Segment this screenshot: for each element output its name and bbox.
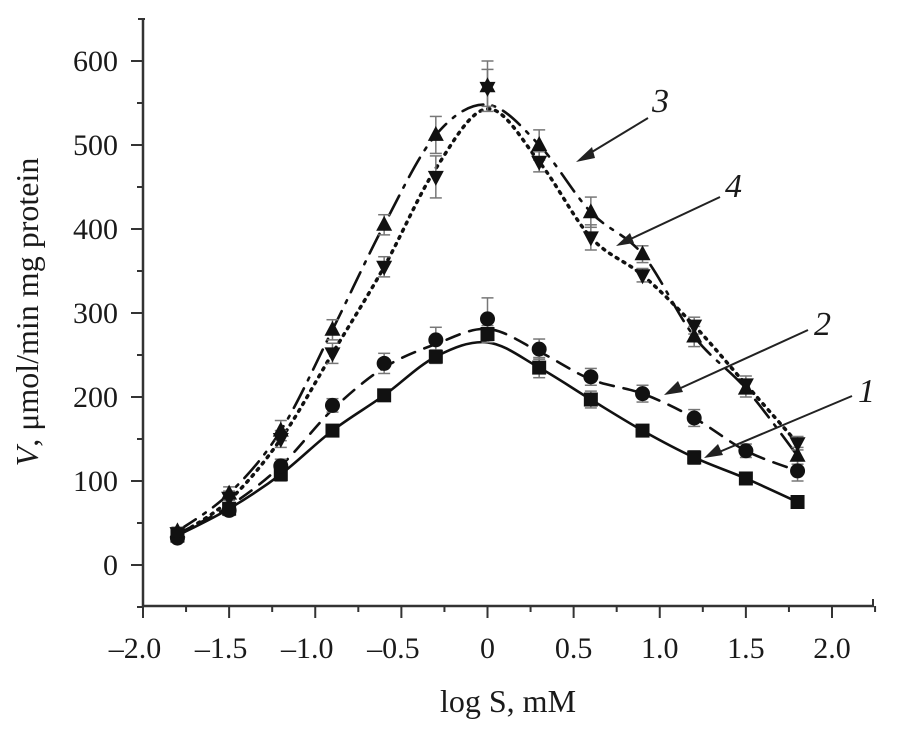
curve-label-4: 4: [725, 168, 742, 205]
marker-square: [325, 423, 340, 438]
curve-label-2: 2: [814, 306, 831, 343]
marker-triangle-up: [272, 421, 289, 437]
marker-square: [428, 349, 443, 364]
marker-triangle-up: [634, 245, 651, 261]
marker-square: [377, 388, 392, 403]
marker-circle: [635, 386, 651, 402]
axes: [138, 18, 874, 608]
marker-square: [480, 327, 495, 341]
marker-square: [738, 471, 753, 486]
marker-square: [583, 392, 598, 407]
marker-triangle-up: [324, 320, 341, 336]
error-bars: [171, 60, 804, 544]
y-axis-title: V, μmol/min mg protein: [9, 158, 45, 467]
arrow-line-4: [621, 196, 721, 244]
marker-triangle-down: [221, 491, 238, 507]
marker-circle: [428, 332, 444, 348]
marker-square: [532, 360, 547, 375]
fit-curve-2: [176, 327, 799, 536]
marker-triangle-up: [531, 136, 548, 151]
y-tick-label: 100: [73, 465, 118, 498]
marker-triangle-down: [634, 269, 651, 285]
marker-circle: [686, 410, 702, 426]
curve-annotations: 3 4 2 1: [576, 83, 875, 458]
x-tick-label: 1.0: [641, 632, 679, 665]
marker-circle: [376, 355, 392, 371]
marker-triangle-up: [686, 327, 703, 343]
marker-triangle-down: [479, 81, 496, 97]
marker-circle: [790, 463, 806, 479]
x-tick-label: 1.5: [727, 632, 765, 665]
data-markers: [169, 77, 806, 546]
marker-square: [687, 450, 702, 465]
marker-triangle-down: [324, 347, 341, 363]
marker-circle: [531, 341, 547, 357]
y-ticks: 0 100 200 300 400 500 600: [73, 45, 143, 608]
marker-triangle-up: [582, 203, 599, 219]
y-tick-label: 500: [73, 129, 118, 162]
marker-triangle-down: [737, 378, 754, 394]
arrow-line-2: [671, 329, 809, 393]
marker-triangle-up: [427, 125, 444, 141]
marker-triangle-down: [582, 231, 599, 247]
y-tick-label: 200: [73, 381, 118, 414]
curve-label-1: 1: [858, 373, 875, 410]
marker-triangle-down: [272, 433, 289, 448]
x-tick-label: –1.5: [194, 632, 248, 665]
y-tick-label: 600: [73, 45, 118, 78]
marker-square: [635, 423, 650, 438]
x-tick-label: 0: [480, 632, 495, 665]
arrow-head-2: [664, 381, 683, 395]
marker-circle: [480, 311, 495, 327]
marker-triangle-down: [427, 170, 444, 186]
marker-triangle-down: [169, 527, 186, 543]
arrow-head-4: [616, 233, 634, 246]
y-tick-label: 300: [73, 297, 118, 330]
y-tick-label: 0: [103, 549, 118, 582]
marker-circle: [738, 443, 754, 459]
arrow-line-1: [711, 395, 853, 456]
x-ticks: –2.0 –1.5 –1.0 –0.5 0 0.5 1.0 1.5 2.0: [108, 606, 877, 665]
y-axis-title-symbol: V: [9, 443, 45, 466]
y-tick-label: 400: [73, 213, 118, 246]
marker-triangle-down: [376, 260, 393, 276]
fit-curve-1: [176, 340, 799, 537]
curve-label-3: 3: [651, 83, 669, 120]
y-axis-title-unit: , μmol/min mg protein: [9, 158, 45, 447]
marker-triangle-up: [376, 215, 393, 231]
marker-triangle-up: [789, 446, 806, 462]
marker-circle: [273, 458, 289, 474]
x-tick-label: –1.0: [280, 632, 334, 665]
marker-square: [790, 495, 805, 509]
arrow-head-3: [576, 147, 595, 162]
marker-circle: [583, 369, 599, 385]
arrow-head-1: [704, 444, 723, 458]
x-tick-label: –0.5: [366, 632, 420, 665]
x-axis-title: log S, mM: [440, 683, 576, 719]
x-tick-label: 0.5: [555, 632, 593, 665]
fit-curve-4: [175, 107, 800, 538]
x-tick-label: –2.0: [108, 632, 162, 665]
marker-triangle-down: [686, 319, 703, 335]
marker-circle: [221, 502, 237, 518]
marker-triangle-down: [789, 437, 806, 453]
x-tick-label: 2.0: [813, 632, 851, 665]
marker-circle: [324, 397, 340, 413]
marker-triangle-down: [531, 155, 548, 171]
